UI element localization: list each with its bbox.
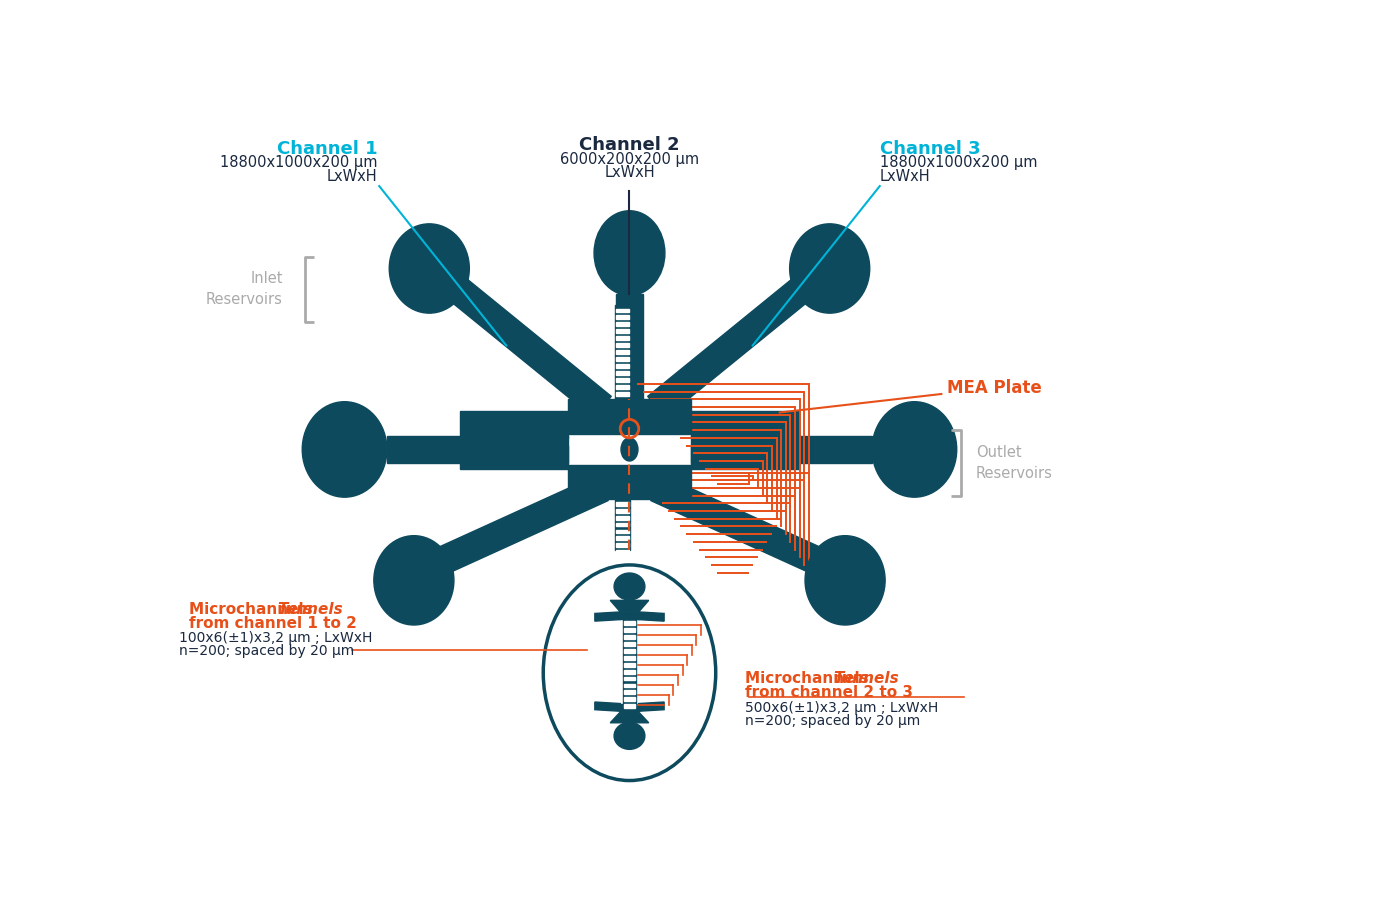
Text: Channel 1: Channel 1 [278, 140, 378, 159]
FancyBboxPatch shape [617, 509, 629, 513]
FancyBboxPatch shape [460, 411, 567, 438]
FancyBboxPatch shape [622, 619, 636, 711]
FancyBboxPatch shape [624, 656, 635, 659]
Polygon shape [639, 702, 664, 711]
Polygon shape [610, 600, 649, 612]
FancyBboxPatch shape [617, 329, 629, 333]
Polygon shape [445, 276, 611, 418]
Polygon shape [427, 476, 609, 577]
Text: n=200; spaced by 20 μm: n=200; spaced by 20 μm [745, 715, 921, 728]
Ellipse shape [389, 224, 470, 313]
Polygon shape [595, 612, 620, 621]
FancyBboxPatch shape [620, 704, 639, 711]
Text: Channel 3: Channel 3 [879, 140, 981, 159]
Text: 500x6(±1)x3,2 μm ; LxWxH: 500x6(±1)x3,2 μm ; LxWxH [745, 701, 938, 715]
Text: LxWxH: LxWxH [879, 169, 930, 183]
FancyBboxPatch shape [617, 323, 629, 326]
FancyBboxPatch shape [614, 500, 631, 550]
Text: from channel 2 to 3: from channel 2 to 3 [745, 685, 912, 701]
FancyBboxPatch shape [617, 543, 629, 548]
Ellipse shape [621, 438, 638, 461]
FancyBboxPatch shape [617, 371, 629, 374]
Polygon shape [595, 702, 620, 711]
Polygon shape [647, 276, 813, 418]
FancyBboxPatch shape [624, 669, 635, 673]
FancyBboxPatch shape [617, 343, 629, 347]
Ellipse shape [614, 573, 644, 600]
Ellipse shape [872, 402, 956, 497]
Ellipse shape [805, 536, 885, 625]
Text: Inlet
Reservoirs: Inlet Reservoirs [206, 271, 283, 307]
Text: Microchannels: Microchannels [190, 602, 317, 617]
FancyBboxPatch shape [567, 399, 691, 434]
FancyBboxPatch shape [691, 411, 798, 438]
FancyBboxPatch shape [460, 445, 567, 468]
Text: 6000x200x200 μm: 6000x200x200 μm [561, 151, 699, 167]
FancyBboxPatch shape [617, 515, 629, 519]
FancyBboxPatch shape [617, 357, 629, 361]
FancyBboxPatch shape [624, 628, 635, 632]
Text: MEA Plate: MEA Plate [947, 379, 1041, 396]
FancyBboxPatch shape [617, 315, 629, 319]
FancyBboxPatch shape [617, 350, 629, 354]
FancyBboxPatch shape [624, 704, 635, 708]
Polygon shape [651, 476, 831, 577]
Text: Tunnels: Tunnels [278, 602, 344, 617]
FancyBboxPatch shape [614, 304, 631, 399]
Text: 18800x1000x200 μm: 18800x1000x200 μm [879, 156, 1037, 171]
Text: n=200; spaced by 20 μm: n=200; spaced by 20 μm [179, 644, 354, 658]
FancyBboxPatch shape [617, 309, 629, 313]
Ellipse shape [614, 723, 644, 750]
FancyBboxPatch shape [624, 677, 635, 680]
Text: 100x6(±1)x3,2 μm ; LxWxH: 100x6(±1)x3,2 μm ; LxWxH [179, 631, 372, 645]
FancyBboxPatch shape [617, 384, 629, 388]
FancyBboxPatch shape [620, 612, 639, 619]
FancyBboxPatch shape [617, 502, 629, 505]
Text: Outlet
Reservoirs: Outlet Reservoirs [976, 444, 1052, 480]
Polygon shape [639, 612, 664, 621]
FancyBboxPatch shape [624, 635, 635, 639]
FancyBboxPatch shape [691, 445, 798, 468]
FancyBboxPatch shape [624, 642, 635, 645]
FancyBboxPatch shape [624, 697, 635, 702]
FancyBboxPatch shape [624, 649, 635, 653]
FancyBboxPatch shape [624, 691, 635, 694]
FancyBboxPatch shape [624, 663, 635, 667]
Polygon shape [691, 435, 872, 463]
Text: 18800x1000x200 μm: 18800x1000x200 μm [220, 156, 378, 171]
Polygon shape [610, 712, 649, 723]
FancyBboxPatch shape [617, 392, 629, 396]
FancyBboxPatch shape [624, 683, 635, 688]
Ellipse shape [790, 224, 870, 313]
FancyBboxPatch shape [567, 465, 691, 500]
Text: LxWxH: LxWxH [605, 165, 655, 180]
FancyBboxPatch shape [624, 621, 635, 625]
FancyBboxPatch shape [617, 378, 629, 382]
FancyBboxPatch shape [617, 337, 629, 340]
Text: Tunnels: Tunnels [834, 671, 900, 686]
Polygon shape [616, 294, 643, 399]
Text: Channel 2: Channel 2 [580, 136, 680, 154]
Ellipse shape [374, 536, 453, 625]
FancyBboxPatch shape [617, 537, 629, 540]
Text: from channel 1 to 2: from channel 1 to 2 [190, 616, 357, 631]
Polygon shape [387, 435, 567, 463]
FancyBboxPatch shape [617, 364, 629, 368]
Text: Microchannels: Microchannels [745, 671, 874, 686]
Ellipse shape [302, 402, 387, 497]
FancyBboxPatch shape [617, 523, 629, 526]
Text: LxWxH: LxWxH [327, 169, 378, 183]
FancyBboxPatch shape [617, 550, 629, 554]
FancyBboxPatch shape [617, 529, 629, 533]
Ellipse shape [594, 211, 665, 295]
